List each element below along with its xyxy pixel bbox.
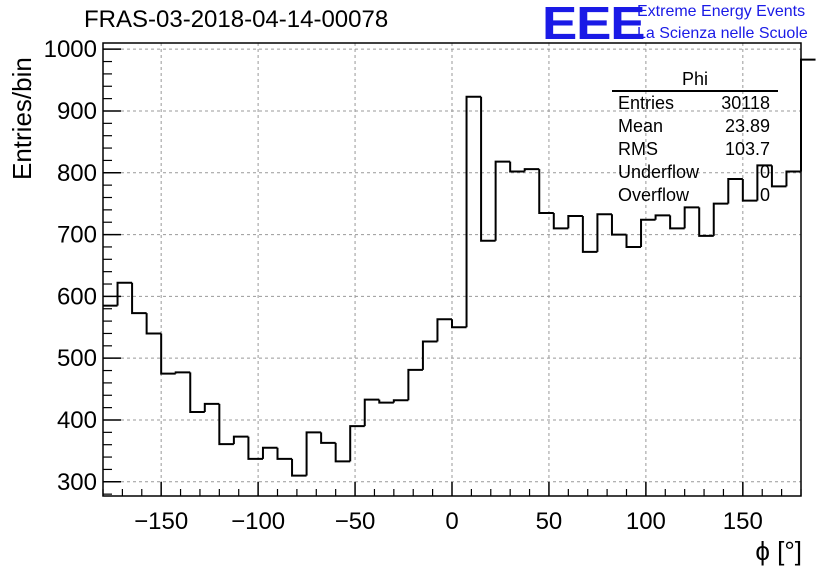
histogram-bin xyxy=(640,218,656,247)
histogram-bin xyxy=(669,215,685,230)
histogram-bin xyxy=(203,402,220,412)
logo-line-2: La Scienza nelle Scuole xyxy=(637,25,808,42)
histogram-bin xyxy=(363,398,380,427)
logo-line-1: Extreme Energy Events xyxy=(637,3,806,20)
tick-labels: −150 −100 −50 0 50 100 150 300 400 500 600 700 800 90… xyxy=(44,36,763,535)
y-tick-label: 500 xyxy=(57,345,97,372)
stats-row-rms: RMS 103.7 xyxy=(612,138,778,161)
histogram-bin xyxy=(218,403,234,446)
histogram-bin xyxy=(160,333,176,375)
stats-title: Phi xyxy=(612,68,778,92)
stats-value: 30118 xyxy=(721,93,770,113)
x-tick-label: −50 xyxy=(335,508,376,535)
histogram-bin xyxy=(189,372,205,413)
histogram-bin xyxy=(247,436,263,460)
stats-label: Entries xyxy=(618,93,675,113)
y-tick-label: 600 xyxy=(57,283,97,310)
histogram-bin xyxy=(785,170,801,187)
histogram-bin xyxy=(523,168,540,172)
histogram-bin xyxy=(552,212,569,230)
y-axis-label: Entries/bin xyxy=(7,57,37,180)
y-tick-label: 700 xyxy=(57,222,97,249)
stats-row-underflow: Underflow 0 xyxy=(612,161,778,184)
histogram-bin xyxy=(698,207,714,237)
stats-label: RMS xyxy=(618,139,658,159)
histogram-bin xyxy=(538,169,554,214)
histogram-bin xyxy=(465,95,482,328)
histogram-bin xyxy=(145,313,162,335)
histogram-bin xyxy=(407,368,423,401)
y-tick-label: 900 xyxy=(57,98,97,125)
histogram-bin xyxy=(305,431,322,476)
y-tick-label: 800 xyxy=(57,160,97,187)
histogram-bin xyxy=(581,216,598,253)
x-tick-label: 150 xyxy=(723,508,763,535)
eee-logo: EEE xyxy=(542,0,646,49)
histogram-bin xyxy=(174,371,191,374)
stats-row-entries: Entries 30118 xyxy=(612,92,778,115)
histogram-bin xyxy=(509,161,525,173)
stats-value: 103.7 xyxy=(724,139,770,159)
histogram-bin xyxy=(596,213,612,252)
histogram-bin xyxy=(276,447,293,460)
x-tick-label: −100 xyxy=(231,508,285,535)
stats-row-overflow: Overflow 0 xyxy=(612,184,778,207)
histogram-bin xyxy=(741,178,758,202)
histogram-bin xyxy=(727,177,743,204)
histogram-bin xyxy=(392,399,409,403)
histogram-bin xyxy=(756,164,772,201)
stats-label: Mean xyxy=(618,116,664,136)
y-tick-label: 300 xyxy=(57,469,97,496)
histogram-bin xyxy=(232,435,249,445)
histogram-bin xyxy=(610,214,627,236)
stats-label: Underflow xyxy=(618,162,700,182)
histogram-bin xyxy=(378,399,394,404)
histogram-bin xyxy=(451,319,467,329)
histogram-bin xyxy=(800,58,816,172)
histogram-bin xyxy=(480,96,496,242)
histogram-bin xyxy=(567,215,583,229)
x-tick-label: −150 xyxy=(134,508,188,535)
histogram xyxy=(103,58,816,477)
histogram-bin xyxy=(421,340,438,370)
stats-value: 0 xyxy=(759,185,770,205)
histogram-bin xyxy=(291,458,307,477)
axis-ticks xyxy=(102,48,802,496)
stats-label: Overflow xyxy=(618,185,690,205)
histogram-bin xyxy=(494,160,511,241)
x-tick-label: 100 xyxy=(626,508,666,535)
histogram-bin xyxy=(683,206,700,229)
stats-row-mean: Mean 23.89 xyxy=(612,115,778,138)
x-tick-label: 50 xyxy=(536,508,563,535)
x-tick-label: 0 xyxy=(445,508,458,535)
histogram-bin xyxy=(320,432,336,444)
histogram-bin xyxy=(436,318,452,342)
x-axis-label: ϕ [°] xyxy=(755,536,802,566)
histogram-bin xyxy=(116,281,133,306)
stats-box: Phi Entries 30118 Mean 23.89 RMS 103.7 U… xyxy=(612,68,778,207)
stats-value: 23.89 xyxy=(724,116,770,136)
y-tick-label: 1000 xyxy=(44,36,97,63)
histogram-bin xyxy=(334,442,351,463)
histogram-bin xyxy=(654,214,671,220)
histogram-bin xyxy=(131,282,147,315)
histogram-bin xyxy=(712,202,729,236)
histogram-bin xyxy=(625,234,642,248)
y-tick-label: 400 xyxy=(57,407,97,434)
histogram-bin xyxy=(349,425,365,462)
stats-value: 0 xyxy=(759,162,770,182)
histogram-bin xyxy=(261,446,278,459)
chart-title: FRAS-03-2018-04-14-00078 xyxy=(84,6,389,33)
histogram-bin xyxy=(770,165,787,188)
